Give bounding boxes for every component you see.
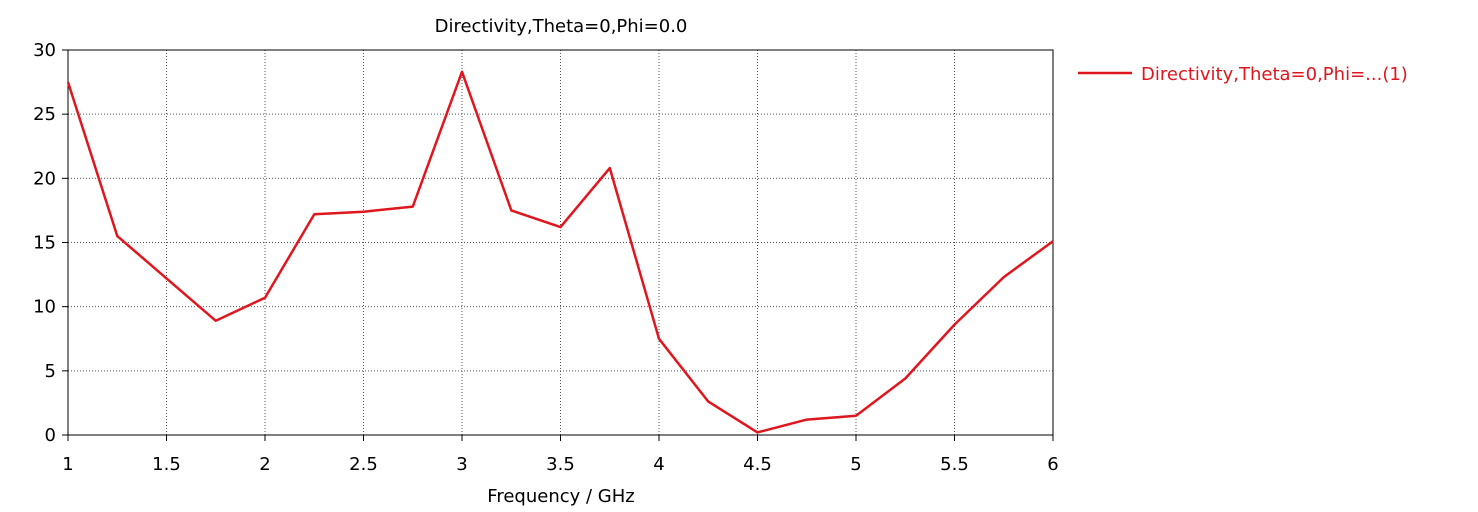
series-layer: [66, 70, 1054, 434]
x-axis-label: Frequency / GHz: [487, 486, 634, 507]
y-tick-label: 5: [45, 361, 56, 382]
y-tick-label: 30: [33, 40, 56, 61]
y-tick-label: 0: [45, 425, 56, 446]
x-tick-label: 1.5: [152, 454, 181, 475]
x-tick-label: 2: [259, 454, 270, 475]
x-tick-label: 6: [1047, 454, 1058, 475]
x-tick-label: 4.5: [743, 454, 772, 475]
legend[interactable]: Directivity,Theta=0,Phi=...(1): [1078, 64, 1408, 85]
x-tick-label: 5.5: [940, 454, 969, 475]
y-tick-label: 25: [33, 104, 56, 125]
series-line: [66, 70, 1054, 434]
legend-label: Directivity,Theta=0,Phi=...(1): [1141, 64, 1408, 85]
x-tick-label: 1: [62, 454, 73, 475]
axis-ticks: 1 1.5 2 2.5 3 3.5 4 4.5 5 5.5 6 0 5 10 15 20 25 30: [33, 40, 1059, 475]
x-tick-label: 2.5: [349, 454, 378, 475]
x-tick-label: 3: [456, 454, 467, 475]
chart-title: Directivity,Theta=0,Phi=0.0: [435, 16, 688, 37]
x-tick-label: 3.5: [546, 454, 575, 475]
y-tick-label: 10: [33, 297, 56, 318]
y-tick-label: 15: [33, 233, 56, 254]
x-tick-label: 4: [653, 454, 664, 475]
x-tick-label: 5: [850, 454, 861, 475]
grid: [68, 50, 1053, 435]
y-tick-label: 20: [33, 168, 56, 189]
